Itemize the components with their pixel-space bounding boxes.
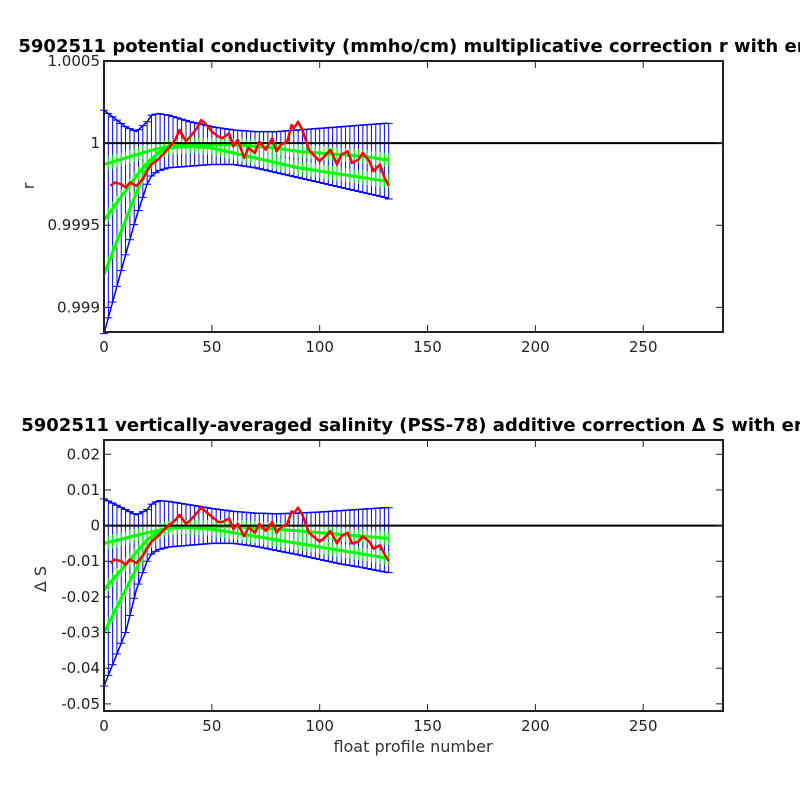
y-axis-label: Δ S [31,566,50,592]
y-tick-label: -0.05 [61,695,100,713]
chart-title: 5902511 potential conductivity (mmho/cm)… [18,36,800,57]
x-tick-label: 100 [305,338,334,356]
correction-fits [102,519,390,640]
plot-area: 0 50 100 150 200 250 0.999 0.9995 1 1.0005 [48,52,724,356]
y-tick-label: -0.01 [61,552,100,570]
x-tick-label: 250 [629,717,658,735]
y-tick-label: -0.03 [61,624,100,642]
correction-fit-line [102,144,389,222]
y-tick-label: 0.01 [67,481,100,499]
y-tick-label: 0 [90,517,100,535]
x-tick-label: 200 [521,717,550,735]
correction-fit-line [102,146,170,276]
y-tick-label: 1.0005 [48,52,101,70]
error-envelope-upper [103,498,389,516]
x-axis-label: float profile number [333,737,493,756]
correction-fit-line [103,524,389,545]
y-tick-label: 0.02 [67,445,100,463]
x-tick-label: 0 [99,717,109,735]
correction-fit-line [102,526,170,634]
correction-fit-line [102,525,389,591]
y-tick-label: 1 [90,134,100,152]
y-axis-label: r [19,182,38,189]
plot-area: 0 50 100 150 200 250 0.02 0.01 0 -0.01 -0.02 -0.03 -… [61,439,724,735]
x-tick-label: 150 [413,338,442,356]
correction-fit-line [103,143,389,166]
salinity-correction-panel: 5902511 vertically-averaged salinity (PS… [21,415,800,756]
y-tick-label: 0.9995 [48,216,101,234]
x-tick-label: 200 [521,338,550,356]
x-tick-label: 50 [202,717,221,735]
error-envelope-lower [103,542,389,687]
x-tick-label: 50 [202,338,221,356]
error-envelope-upper [103,109,389,133]
axes-box [103,60,724,333]
y-tick-label: -0.04 [61,659,100,677]
x-tick-label: 0 [99,338,109,356]
conductivity-correction-panel: 5902511 potential conductivity (mmho/cm)… [18,36,800,356]
x-tick-label: 100 [305,717,334,735]
axes-box [103,439,724,712]
chart-title: 5902511 vertically-averaged salinity (PS… [21,415,800,436]
y-tick-label: -0.02 [61,588,100,606]
y-tick-label: 0.999 [57,298,100,316]
x-tick-label: 150 [413,717,442,735]
error-envelope-lower [103,163,389,334]
profile-estimate-line [109,118,390,189]
correction-fits [102,137,390,282]
x-tick-label: 250 [629,338,658,356]
profile-estimate-line [109,506,390,567]
